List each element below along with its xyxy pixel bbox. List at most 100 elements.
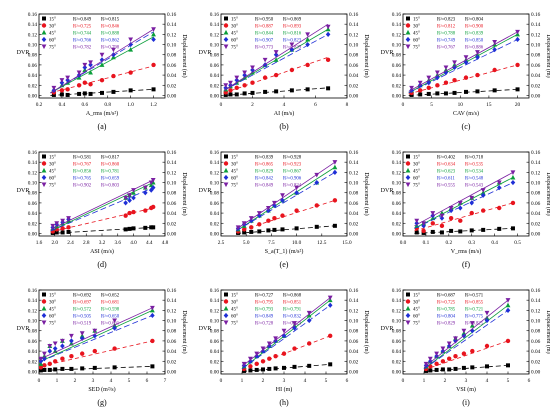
r2-right-label: R²=0.775	[465, 314, 484, 320]
fit-line-4	[223, 23, 329, 91]
r2-left-label: R²=0.865	[255, 162, 274, 168]
y-tick-label: 0.04	[210, 349, 220, 355]
legend-label: 15°	[413, 294, 420, 299]
data-point-3	[452, 64, 457, 71]
y2-tick-label: 0.02	[349, 221, 359, 227]
y2-tick-label: 0.06	[349, 339, 359, 345]
data-point-4	[461, 328, 467, 334]
y-tick-label: 0.10	[392, 43, 402, 49]
x-tick-label: 8	[346, 102, 349, 108]
data-point-0	[452, 90, 457, 95]
y-tick-label: 0.02	[392, 221, 402, 227]
y2-tick-label: 0.14	[167, 160, 177, 166]
y2-axis-label: Displacement (m)	[545, 34, 550, 77]
data-point-4	[446, 341, 452, 347]
y-tick-label: 0.12	[210, 32, 220, 38]
chart-panel-e: 0.00 0.00 0.02 0.02 0.04 0.04 0.06 0.06 0.08 0.08…	[199, 150, 370, 269]
y2-tick-label: 0.06	[531, 63, 541, 69]
x-tick-label: 4	[304, 378, 307, 384]
y2-tick-label: 0.04	[531, 349, 541, 355]
fit-line-3	[408, 39, 518, 94]
legend-label: 30°	[49, 163, 56, 168]
data-point-0	[60, 366, 65, 371]
x-axis-label: V_rms (m/s)	[451, 248, 482, 255]
y2-tick-label: 0.00	[167, 93, 177, 99]
x-tick-label: 4	[110, 378, 113, 384]
y-tick-label: 0.16	[392, 12, 402, 18]
y-tick-label: 0.08	[392, 191, 402, 197]
data-point-4	[65, 75, 71, 81]
data-point-3	[47, 348, 53, 354]
data-point-0	[307, 363, 312, 368]
data-point-4	[469, 321, 475, 326]
r2-left-label: R²=0.519	[73, 321, 92, 327]
data-point-1	[426, 85, 431, 91]
data-point-1	[273, 353, 278, 359]
data-point-2	[332, 164, 338, 170]
data-point-0	[254, 367, 259, 372]
fit-line-4	[40, 307, 153, 360]
data-point-2	[273, 57, 279, 62]
r2-right-label: R²=0.846	[101, 24, 120, 30]
legend-label: 75°	[413, 322, 420, 327]
x-tick-label: 3.2	[99, 240, 106, 246]
y2-tick-label: 0.12	[167, 308, 177, 314]
data-point-4	[228, 80, 233, 86]
x-tick-label: 6	[314, 102, 317, 108]
data-point-3	[60, 343, 65, 349]
data-point-1	[241, 227, 247, 232]
y-tick-label: 0.04	[210, 73, 220, 79]
panel-label: (e)	[280, 260, 289, 269]
data-point-4	[452, 60, 457, 65]
data-point-4	[123, 195, 129, 201]
data-point-4	[510, 170, 516, 175]
legend-marker	[223, 23, 229, 28]
x-tick-label: 0.8	[104, 102, 111, 108]
data-point-4	[294, 185, 299, 191]
r2-left-label: R²=0.634	[437, 162, 456, 168]
data-point-3	[143, 190, 148, 196]
x-tick-label: 12.5	[317, 240, 327, 246]
legend-marker	[224, 292, 228, 297]
data-point-3	[475, 54, 480, 60]
x-tick-label: 2	[444, 378, 447, 384]
r2-left-label: R²=0.849	[255, 314, 274, 320]
data-point-0	[150, 364, 155, 369]
fit-line-0	[241, 363, 331, 372]
r2-left-label: R²=0.887	[255, 24, 274, 30]
data-point-0	[515, 87, 520, 92]
legend-label: 45°	[231, 32, 238, 37]
y2-tick-label: 0.10	[349, 181, 359, 187]
y2-tick-label: 0.16	[349, 288, 359, 294]
r2-left-label: R²=0.950	[255, 17, 274, 23]
r2-left-label: R²=0.788	[437, 31, 456, 37]
data-point-0	[328, 362, 333, 367]
x-tick-label: 4.4	[146, 240, 153, 246]
data-point-4	[241, 221, 247, 226]
r2-right-label: R²=0.832	[283, 314, 302, 320]
y-tick-label: 0.02	[210, 83, 220, 89]
data-point-4	[475, 50, 480, 55]
data-point-0	[326, 86, 331, 91]
data-point-3	[52, 345, 58, 352]
data-point-4	[150, 305, 155, 311]
legend-label: 30°	[231, 25, 238, 30]
legend-label: 15°	[49, 294, 56, 299]
data-point-1	[88, 82, 93, 87]
x-tick-label: 0	[220, 378, 223, 384]
legend-label: 15°	[231, 156, 238, 161]
y-tick-label: 0.10	[392, 319, 402, 325]
x-tick-label: 4.8	[162, 240, 169, 246]
r2-right-label: R²=0.839	[283, 45, 302, 51]
x-tick-label: 0.4	[491, 240, 498, 246]
data-point-3	[496, 185, 502, 191]
y-tick-label: 0.02	[28, 359, 38, 365]
data-point-4	[325, 24, 331, 30]
x-tick-label: 0.5	[514, 240, 521, 246]
legend-marker	[405, 44, 411, 50]
y2-tick-label: 0.08	[349, 191, 359, 197]
r2-right-label: R²=0.862	[101, 38, 120, 44]
data-point-3	[306, 317, 312, 324]
r2-right-label: R²=0.855	[465, 300, 484, 306]
data-point-1	[82, 80, 88, 85]
